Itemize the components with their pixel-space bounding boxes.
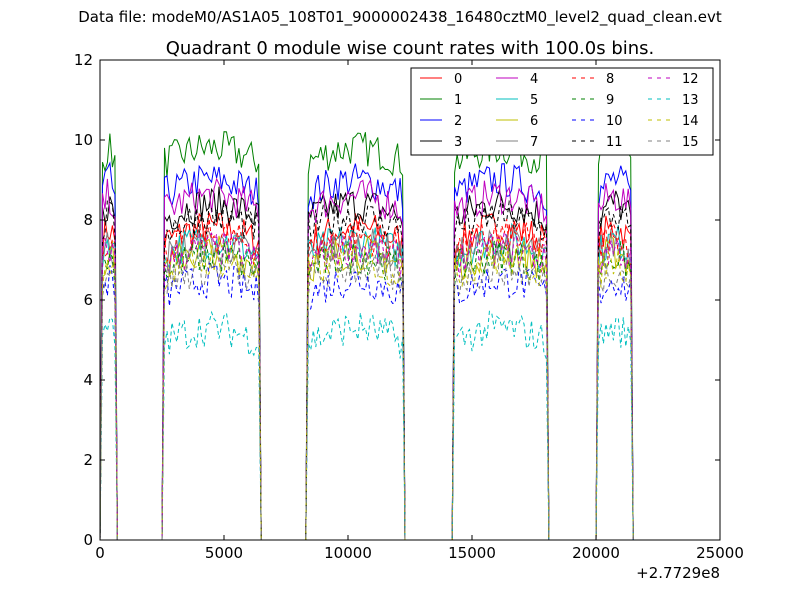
legend-label: 3: [454, 135, 462, 150]
legend-entry-2: 2: [420, 114, 462, 129]
x-tick-label: 25000: [696, 544, 744, 562]
series-line-13: [99, 310, 634, 541]
legend-label: 0: [454, 72, 462, 87]
legend-box: [410, 67, 714, 156]
legend-label: 6: [530, 114, 538, 129]
series-line-6: [99, 235, 634, 541]
x-tick-label: 15000: [448, 544, 496, 562]
legend-label: 11: [606, 135, 623, 150]
legend-entry-8: 8: [572, 72, 614, 87]
legend-entry-15: 15: [648, 135, 699, 150]
y-tick-label: 0: [83, 531, 93, 549]
legend-label: 7: [530, 135, 538, 150]
legend-entry-10: 10: [572, 114, 623, 129]
series-line-11: [99, 198, 634, 541]
series-line-10: [99, 261, 634, 541]
series-line-9: [99, 240, 634, 541]
legend-entry-3: 3: [420, 135, 462, 150]
legend-entry-6: 6: [496, 114, 538, 129]
legend-entry-11: 11: [572, 135, 623, 150]
x-tick-label: 20000: [572, 544, 620, 562]
legend-entry-13: 13: [648, 93, 699, 108]
series-line-1: [99, 131, 634, 541]
legend-entry-9: 9: [572, 93, 614, 108]
series-line-15: [99, 250, 634, 541]
legend-label: 9: [606, 93, 614, 108]
series-line-3: [99, 186, 634, 541]
legend-label: 1: [454, 93, 462, 108]
y-tick-label: 12: [74, 51, 93, 69]
series-line-4: [99, 177, 634, 541]
data-file-suptitle: Data file: modeM0/AS1A05_108T01_90000024…: [78, 8, 722, 26]
legend-entry-5: 5: [496, 93, 538, 108]
legend-label: 5: [530, 93, 538, 108]
legend-entry-4: 4: [496, 72, 538, 87]
x-tick-label: 5000: [205, 544, 243, 562]
legend-entry-1: 1: [420, 93, 462, 108]
series-line-12: [99, 230, 634, 541]
legend-entry-14: 14: [648, 114, 699, 129]
y-tick-label: 6: [83, 291, 93, 309]
legend-label: 15: [682, 135, 699, 150]
legend-entry-7: 7: [496, 135, 538, 150]
series-line-2: [99, 161, 634, 541]
series-layer: [99, 131, 634, 541]
legend-entry-0: 0: [420, 72, 462, 87]
x-offset-label: +2.7729e8: [636, 564, 720, 582]
y-tick-label: 4: [83, 371, 93, 389]
y-tick-label: 8: [83, 211, 93, 229]
series-line-0: [99, 212, 634, 541]
legend-label: 4: [530, 72, 538, 87]
chart-title: Quadrant 0 module wise count rates with …: [166, 38, 655, 59]
y-tick-label: 10: [74, 131, 93, 149]
y-tick-label: 2: [83, 451, 93, 469]
legend-label: 8: [606, 72, 614, 87]
series-line-7: [99, 227, 634, 541]
legend-label: 2: [454, 114, 462, 129]
legend-label: 13: [682, 93, 699, 108]
x-tick-label: 10000: [324, 544, 372, 562]
legend-label: 12: [682, 72, 699, 87]
legend-label: 14: [682, 114, 699, 129]
legend-entry-12: 12: [648, 72, 699, 87]
x-tick-label: 0: [95, 544, 105, 562]
legend-label: 10: [606, 114, 623, 129]
